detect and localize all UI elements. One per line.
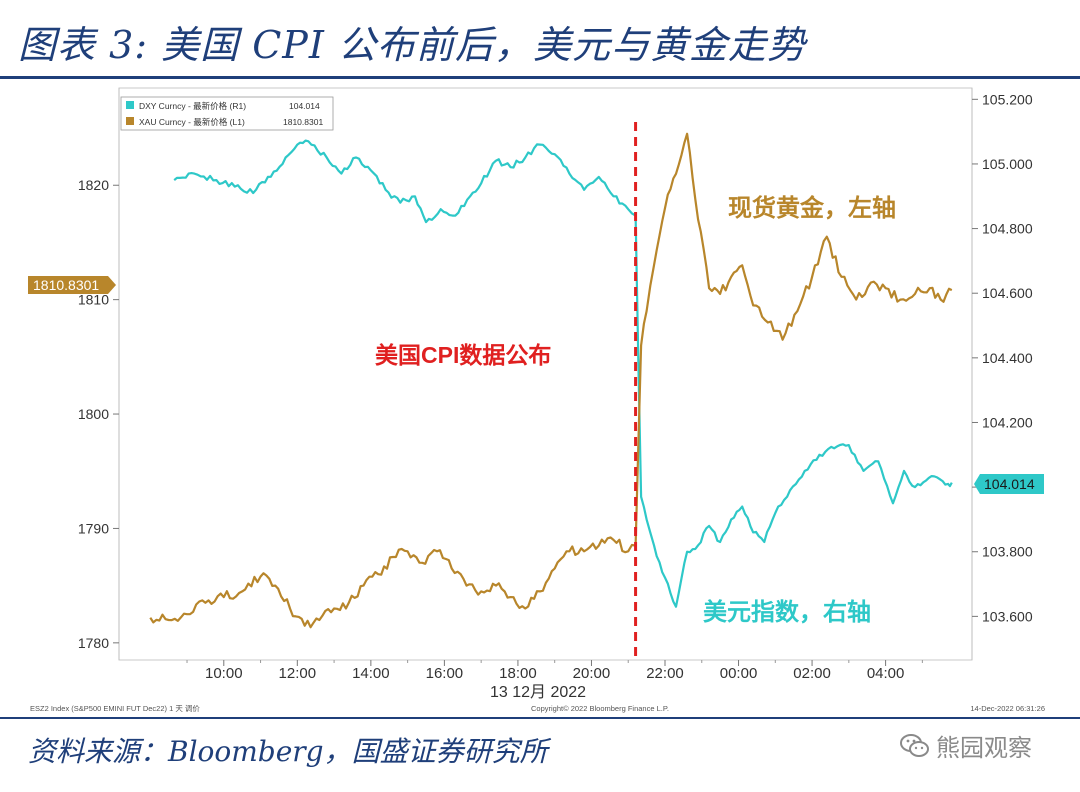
wechat-icon [900, 733, 929, 757]
series-line-xau [149, 132, 953, 629]
last-value-left: 1810.8301 [28, 276, 116, 294]
watermark: 熊园观察 [900, 728, 1032, 763]
x-tick-label: 22:00 [646, 665, 684, 682]
right-tick-label: 105.000 [982, 156, 1033, 172]
usd-annotation: 美元指数，右轴 [703, 598, 871, 626]
page-title: 图表 3: 美国 CPI 公布前后，美元与黄金走势 [18, 23, 806, 67]
legend-label-xau: XAU Curncy - 最新价格 (L1) [139, 117, 245, 127]
footer-rule [0, 717, 1080, 719]
gold-annotation: 现货黄金，左轴 [728, 194, 896, 222]
right-tick-label: 103.800 [982, 544, 1033, 560]
legend: DXY Curncy - 最新价格 (R1) 104.014 XAU Curnc… [120, 96, 334, 131]
x-tick-label: 00:00 [720, 665, 758, 682]
x-tick-label: 12:00 [279, 665, 317, 682]
right-tick-label: 104.600 [982, 285, 1033, 301]
x-tick-label: 14:00 [352, 665, 390, 682]
event-annotation: 美国CPI数据公布 [375, 342, 551, 368]
right-tick-label: 104.800 [982, 221, 1033, 237]
x-tick-label: 10:00 [205, 665, 243, 682]
x-tick-label: 16:00 [426, 665, 464, 682]
right-tick-label: 104.200 [982, 414, 1033, 430]
right-tick-label: 105.200 [982, 91, 1033, 107]
left-tick-label: 1790 [78, 520, 109, 536]
last-value-left-label: 1810.8301 [33, 277, 99, 293]
legend-swatch-dxy [126, 101, 134, 109]
legend-label-dxy: DXY Curncy - 最新价格 (R1) [139, 101, 246, 111]
watermark-text: 熊园观察 [936, 734, 1032, 762]
source-note: 资料来源：Bloomberg，国盛证券研究所 [28, 735, 548, 768]
x-sublabel: 13 12月 2022 [490, 684, 586, 701]
bottom-text-right: 14-Dec-2022 06:31:26 [970, 704, 1045, 713]
right-tick-label: 103.600 [982, 608, 1033, 624]
left-tick-label: 1810 [78, 292, 109, 308]
legend-box [120, 96, 334, 131]
left-tick-label: 1800 [78, 406, 109, 422]
last-value-right-label: 104.014 [984, 476, 1035, 492]
right-tick-label: 104.400 [982, 350, 1033, 366]
x-tick-label: 20:00 [573, 665, 611, 682]
x-tick-label: 02:00 [793, 665, 831, 682]
chart-figure: DXY Curncy - 最新价格 (R1) 104.014 XAU Curnc… [28, 87, 1045, 713]
x-tick-label: 04:00 [867, 665, 905, 682]
legend-swatch-xau [126, 117, 134, 125]
legend-value-dxy: 104.014 [289, 101, 320, 111]
left-tick-label: 1780 [78, 635, 109, 651]
legend-value-xau: 1810.8301 [283, 117, 323, 127]
last-value-right: 104.014 [974, 474, 1044, 494]
title-rule [0, 76, 1080, 79]
left-tick-label: 1820 [78, 177, 109, 193]
bottom-text-left: ESZ2 Index (S&P500 EMINI FUT Dec22) 1 天 … [30, 704, 200, 713]
plot-frame [118, 87, 973, 661]
series-line-dxy [173, 139, 953, 608]
bottom-text-center: Copyright© 2022 Bloomberg Finance L.P. [531, 704, 669, 713]
x-tick-label: 18:00 [499, 665, 537, 682]
